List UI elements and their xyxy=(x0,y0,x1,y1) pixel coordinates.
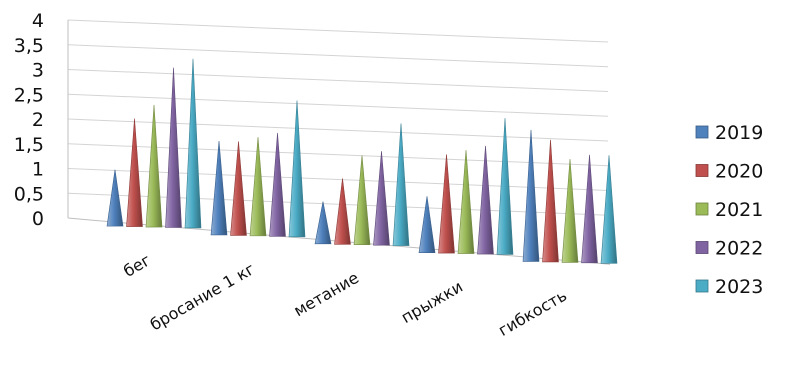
gridline xyxy=(67,44,609,68)
cone-2023-2 xyxy=(392,123,410,246)
gridline xyxy=(67,118,609,142)
cone-2020-1 xyxy=(230,141,247,236)
gridline xyxy=(67,93,609,117)
legend-swatch xyxy=(695,241,709,254)
y-tick-label: 1 xyxy=(32,159,44,181)
cone-2022-4 xyxy=(581,154,598,264)
cone-2021-4 xyxy=(561,158,579,263)
legend-swatch xyxy=(695,279,709,293)
cone-2019-2 xyxy=(314,201,332,245)
cone-2019-4 xyxy=(522,129,540,262)
cone-2023-1 xyxy=(288,100,306,238)
cone-2020-3 xyxy=(438,154,455,254)
data-cones xyxy=(106,58,618,264)
legend-label: 2022 xyxy=(715,238,763,260)
category-label: бросание 1 кг xyxy=(147,259,258,334)
legend-label: 2021 xyxy=(715,199,763,221)
cone-2020-4 xyxy=(542,139,559,263)
cone-2021-0 xyxy=(145,104,163,228)
category-label: метание xyxy=(290,268,362,320)
y-tick-label: 0 xyxy=(32,208,44,230)
y-tick-label: 3 xyxy=(32,60,44,82)
gridline xyxy=(67,69,609,92)
legend: 2019 2020 2021 2022 2023 xyxy=(695,122,763,298)
cone-2022-3 xyxy=(477,145,494,255)
cone-2021-1 xyxy=(249,137,267,237)
cone-2023-4 xyxy=(600,155,618,264)
gridline xyxy=(67,19,609,43)
cone-2021-3 xyxy=(457,150,475,254)
cone-2022-2 xyxy=(373,151,390,246)
y-tick-label: 1,5 xyxy=(14,134,44,156)
y-tick-label: 2,5 xyxy=(14,84,44,106)
cone-2022-0 xyxy=(165,67,182,228)
cone-2023-3 xyxy=(496,118,514,255)
legend-swatch xyxy=(695,125,709,139)
category-label: гибкость xyxy=(495,286,570,340)
y-tick-label: 3,5 xyxy=(14,35,44,57)
legend-label: 2020 xyxy=(715,161,763,183)
cone-2023-0 xyxy=(184,58,202,229)
y-axis-tick-labels: 0 0,51 1,5 2 2,53 3,5 4 xyxy=(14,10,44,230)
cone-2019-3 xyxy=(418,196,436,253)
legend-swatch xyxy=(695,202,709,216)
category-label: прыжки xyxy=(398,277,466,327)
cone-2019-1 xyxy=(210,140,228,236)
cone-2020-2 xyxy=(334,178,351,245)
cone-2020-0 xyxy=(126,118,143,227)
y-tick-label: 0,5 xyxy=(14,183,44,205)
y-tick-label: 2 xyxy=(32,109,44,131)
cone-2019-0 xyxy=(106,169,124,227)
cone-2022-1 xyxy=(269,132,286,237)
gridline xyxy=(67,143,609,167)
legend-swatch xyxy=(695,164,709,177)
floor-edge xyxy=(67,217,91,221)
legend-label: 2023 xyxy=(715,276,763,298)
y-tick-label: 4 xyxy=(32,10,44,32)
legend-label: 2019 xyxy=(715,122,763,144)
category-label: бег xyxy=(120,250,154,281)
cone-2021-2 xyxy=(353,155,371,246)
